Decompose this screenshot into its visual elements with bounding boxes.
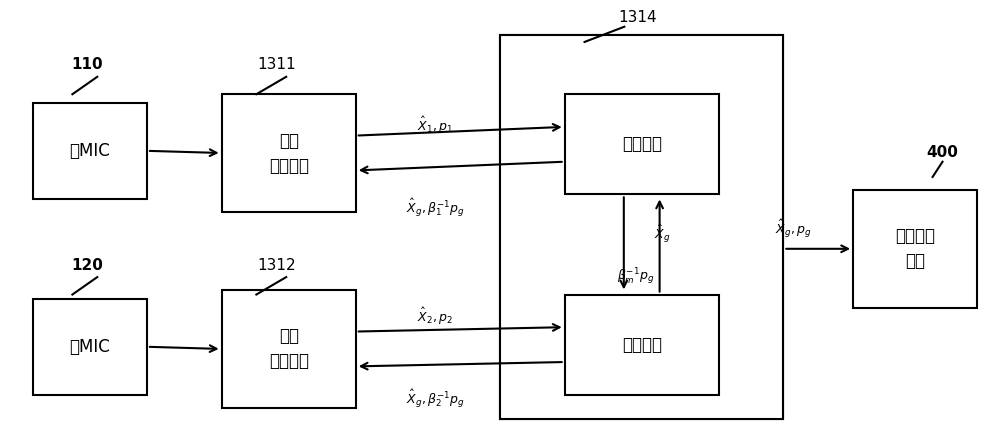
Bar xyxy=(500,35,783,419)
Text: $\hat{X}_1, p_1$: $\hat{X}_1, p_1$ xyxy=(417,115,453,135)
Text: 110: 110 xyxy=(71,57,103,72)
Bar xyxy=(565,295,719,395)
Bar xyxy=(222,94,356,212)
Bar xyxy=(33,299,147,395)
Text: $\beta_m^{-1}p_g$: $\beta_m^{-1}p_g$ xyxy=(617,267,655,288)
Text: 主MIC: 主MIC xyxy=(69,142,110,160)
Bar xyxy=(565,94,719,194)
Text: 第二
子滤波器: 第二 子滤波器 xyxy=(269,328,309,370)
Text: 最优融合: 最优融合 xyxy=(622,336,662,354)
Text: 400: 400 xyxy=(927,145,958,160)
Bar xyxy=(853,190,977,307)
Text: 120: 120 xyxy=(71,258,103,273)
Text: 第一
子滤波器: 第一 子滤波器 xyxy=(269,131,309,175)
Text: $\hat{X}_g, \beta_2^{-1}p_g$: $\hat{X}_g, \beta_2^{-1}p_g$ xyxy=(406,388,465,410)
Text: $\hat{X}_2, p_2$: $\hat{X}_2, p_2$ xyxy=(417,306,453,327)
Text: 1312: 1312 xyxy=(257,258,296,273)
Bar xyxy=(500,35,783,419)
Text: $\hat{X}_g, p_g$: $\hat{X}_g, p_g$ xyxy=(775,218,812,240)
Text: 时间更新: 时间更新 xyxy=(622,135,662,153)
Text: 1311: 1311 xyxy=(257,57,296,72)
Text: 音频输出
装置: 音频输出 装置 xyxy=(895,227,935,270)
Bar xyxy=(33,103,147,199)
Text: 从MIC: 从MIC xyxy=(69,338,110,356)
Text: $\hat{X}_g$: $\hat{X}_g$ xyxy=(654,223,671,245)
Text: 1314: 1314 xyxy=(618,10,657,25)
Text: $\hat{X}_g, \beta_1^{-1}p_g$: $\hat{X}_g, \beta_1^{-1}p_g$ xyxy=(406,197,465,219)
Bar xyxy=(222,290,356,408)
